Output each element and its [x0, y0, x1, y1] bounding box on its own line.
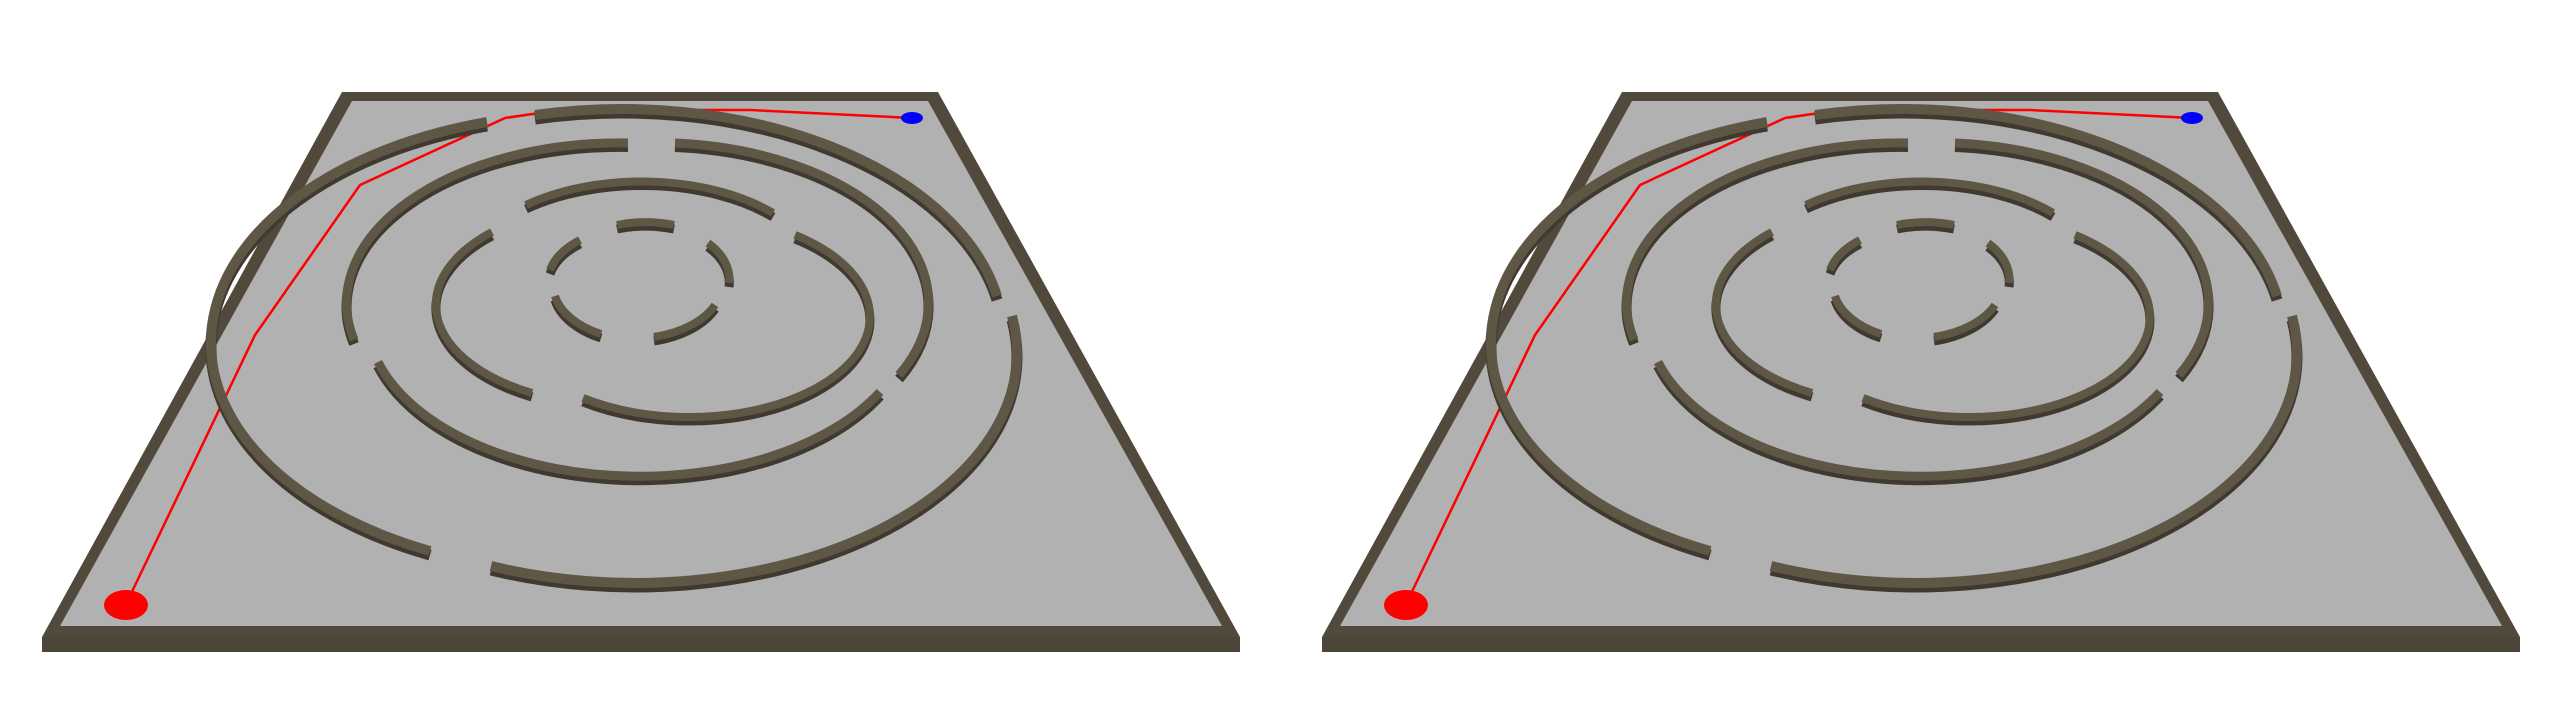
maze-walls	[1485, 104, 2303, 593]
ring-2-wall	[341, 138, 934, 486]
start-marker	[1384, 590, 1428, 620]
ring-3-wall	[431, 177, 875, 426]
ring-4-wall	[1825, 218, 2014, 346]
solution-path	[126, 108, 913, 601]
maze-walls	[205, 104, 1023, 593]
ring-2-wall	[1621, 138, 2214, 486]
ring-4-wall	[545, 218, 734, 346]
maze-board-right	[1322, 92, 2520, 652]
goal-marker	[901, 112, 923, 124]
ring-3-wall	[1711, 177, 2155, 426]
ring-1-wall	[205, 104, 1023, 593]
right-view	[1280, 0, 2560, 720]
board-edge	[1322, 637, 2520, 652]
left-view	[42, 92, 1240, 652]
goal-marker	[2181, 112, 2203, 124]
start-marker	[104, 590, 148, 620]
ring-1-wall	[1485, 104, 2303, 593]
board-edge	[42, 637, 1240, 652]
maze-board-left	[42, 92, 1240, 652]
solution-path	[1406, 108, 2193, 601]
